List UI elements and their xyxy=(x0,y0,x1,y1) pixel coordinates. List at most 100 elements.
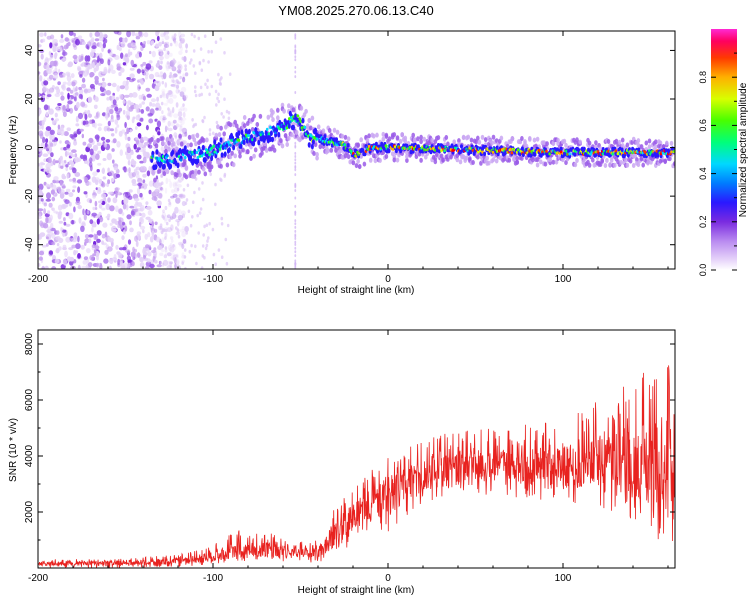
heatmap-noise-cell xyxy=(109,205,115,212)
heatmap-noise-cell xyxy=(215,103,218,107)
heatmap-noise-cell xyxy=(73,259,77,264)
heatmap-cell xyxy=(573,162,578,168)
heatmap-cell xyxy=(167,146,171,152)
heatmap-cell xyxy=(190,170,195,175)
heatmap-noise-cell xyxy=(168,65,172,70)
heatmap-noise-cell xyxy=(38,108,42,115)
heatmap-noise-cell xyxy=(71,219,74,225)
heatmap-noise-cell xyxy=(78,86,82,91)
heatmap-noise-cell xyxy=(175,138,181,143)
heatmap-noise-cell xyxy=(163,42,168,49)
heatmap-noise-cell xyxy=(89,51,95,58)
x-tick-label: -200 xyxy=(28,274,48,285)
heatmap-noise-cell xyxy=(155,43,159,48)
heatmap-cell xyxy=(381,150,386,155)
heatmap-noise-cell xyxy=(199,207,203,211)
heatmap-cell xyxy=(395,135,400,141)
heatmap-cell xyxy=(241,147,245,153)
heatmap-noise-cell xyxy=(42,153,49,157)
heatmap-noise-cell xyxy=(66,103,70,111)
heatmap-cell xyxy=(247,128,251,135)
heatmap-cell xyxy=(299,105,304,111)
heatmap-noise-cell xyxy=(102,158,107,161)
heatmap-cell xyxy=(548,157,552,163)
heatmap-noise-cell xyxy=(212,131,215,136)
heatmap-cell xyxy=(539,159,543,165)
heatmap-noise-cell xyxy=(169,262,172,268)
heatmap-noise-cell xyxy=(114,119,119,125)
heatmap-noise-cell xyxy=(64,250,68,258)
heatmap-noise-cell xyxy=(199,47,203,51)
heatmap-cell xyxy=(656,153,660,158)
heatmap-noise-cell xyxy=(169,242,173,248)
heatmap-noise-cell xyxy=(80,154,84,159)
heatmap-cell xyxy=(277,131,281,138)
heatmap-noise-cell xyxy=(38,234,41,240)
heatmap-cell xyxy=(287,135,291,141)
heatmap-noise-cell xyxy=(92,171,98,176)
x-tick-label: 100 xyxy=(555,573,572,584)
heatmap-noise-cell xyxy=(72,189,75,193)
heatmap-cell xyxy=(216,147,220,154)
heatmap-noise-cell xyxy=(165,221,169,226)
heatmap-noise-cell xyxy=(204,82,207,87)
heatmap-cell xyxy=(312,151,316,156)
heatmap-cell xyxy=(150,157,154,163)
heatmap-noise-cell xyxy=(220,222,224,226)
heatmap-noise-cell xyxy=(143,252,148,256)
heatmap-noise-cell xyxy=(129,205,135,209)
heatmap-noise-cell xyxy=(45,148,50,152)
heatmap-noise-cell xyxy=(172,257,176,261)
heatmap-noise-cell xyxy=(186,183,190,188)
heatmap-noise-cell xyxy=(172,181,178,187)
heatmap-noise-cell xyxy=(166,227,173,233)
heatmap-noise-cell xyxy=(42,136,46,144)
heatmap-noise-cell xyxy=(116,114,121,121)
heatmap-cell xyxy=(366,147,370,151)
heatmap-noise-cell xyxy=(138,94,142,100)
heatmap-cell xyxy=(528,136,532,142)
heatmap-noise-cell xyxy=(114,127,118,134)
heatmap-noise-cell xyxy=(68,201,72,207)
heatmap-cell xyxy=(408,145,412,149)
heatmap-noise-cell xyxy=(156,62,160,67)
heatmap-cell xyxy=(154,143,159,149)
heatmap-noise-cell xyxy=(72,87,76,93)
heatmap-noise-cell xyxy=(130,210,135,216)
heatmap-noise-cell xyxy=(183,56,187,62)
heatmap-noise-cell xyxy=(66,87,71,92)
heatmap-noise-cell xyxy=(179,91,185,97)
heatmap-noise-cell xyxy=(177,184,182,188)
heatmap-noise-cell xyxy=(175,259,180,267)
heatmap-cell xyxy=(411,149,415,154)
heatmap-noise-cell xyxy=(114,106,119,112)
heatmap-noise-cell xyxy=(109,108,114,115)
heatmap-noise-cell xyxy=(217,72,220,77)
heatmap-noise-cell xyxy=(75,243,81,250)
heatmap-noise-cell xyxy=(172,81,176,88)
heatmap-noise-cell xyxy=(101,71,107,75)
heatmap-cell xyxy=(578,139,582,145)
heatmap-cell xyxy=(359,137,364,143)
heatmap-noise-cell xyxy=(52,45,57,52)
heatmap-noise-cell xyxy=(294,173,297,177)
heatmap-noise-cell xyxy=(169,246,175,253)
heatmap-noise-cell xyxy=(81,133,85,139)
heatmap-cell xyxy=(532,137,537,143)
heatmap-cell xyxy=(639,156,644,162)
heatmap-noise-cell xyxy=(40,142,44,149)
heatmap-noise-cell xyxy=(198,60,202,65)
x-tick-label: 0 xyxy=(385,573,391,584)
heatmap-noise-cell xyxy=(120,262,125,269)
heatmap-noise-cell xyxy=(169,42,173,47)
heatmap-noise-cell xyxy=(48,51,52,56)
heatmap-noise-cell xyxy=(65,166,68,172)
heatmap-noise-cell xyxy=(146,258,151,263)
heatmap-noise-cell xyxy=(294,58,297,62)
heatmap-noise-cell xyxy=(62,185,66,189)
heatmap-noise-cell xyxy=(106,127,111,132)
heatmap-noise-cell xyxy=(181,261,184,265)
heatmap-noise-cell xyxy=(170,195,175,199)
heatmap-noise-cell xyxy=(147,144,150,148)
heatmap-noise-cell xyxy=(67,81,72,86)
